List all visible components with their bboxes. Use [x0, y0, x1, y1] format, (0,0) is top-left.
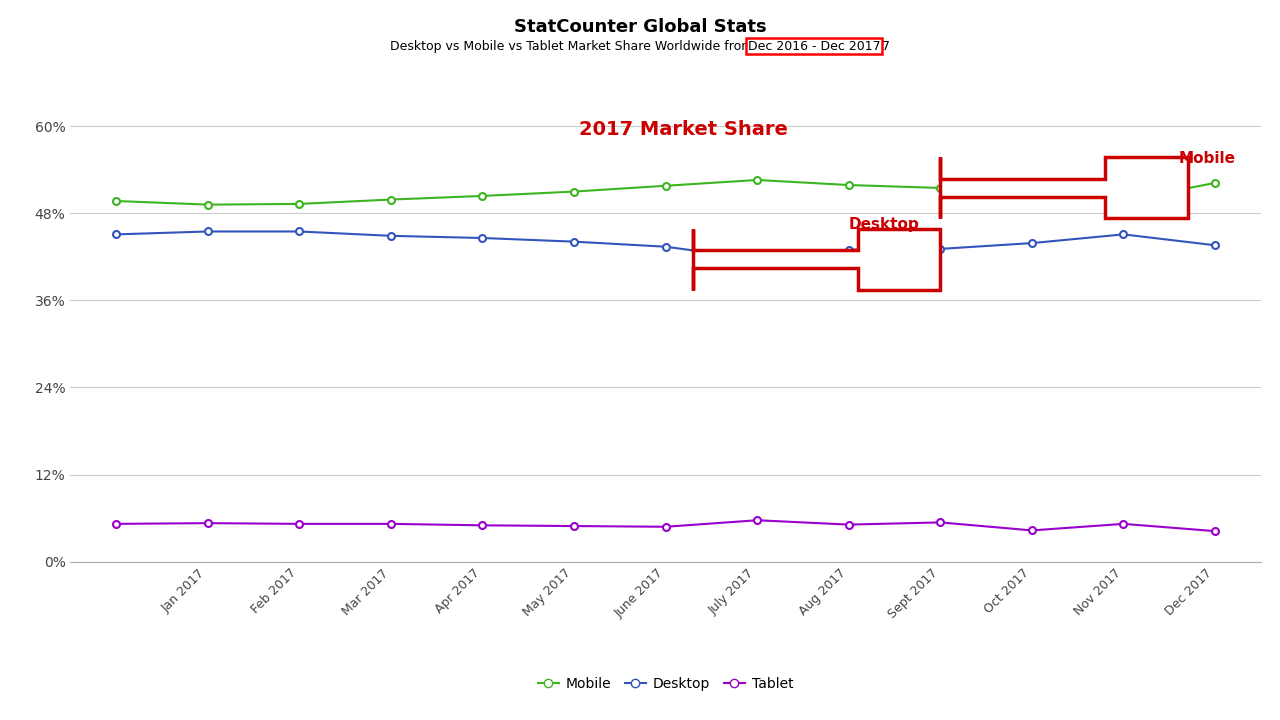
- Text: StatCounter Global Stats: StatCounter Global Stats: [513, 18, 767, 36]
- Text: Mobile: Mobile: [1179, 151, 1235, 166]
- Text: Dec 2016 - Dec 2017: Dec 2016 - Dec 2017: [748, 40, 881, 53]
- Legend: Mobile, Desktop, Tablet: Mobile, Desktop, Tablet: [532, 671, 799, 696]
- Text: Desktop: Desktop: [849, 217, 919, 232]
- Polygon shape: [692, 228, 941, 289]
- Text: Desktop vs Mobile vs Tablet Market Share Worldwide from Dec 2016 - Dec 2017: Desktop vs Mobile vs Tablet Market Share…: [390, 40, 890, 53]
- Text: 2017 Market Share: 2017 Market Share: [580, 120, 788, 140]
- Polygon shape: [941, 158, 1188, 218]
